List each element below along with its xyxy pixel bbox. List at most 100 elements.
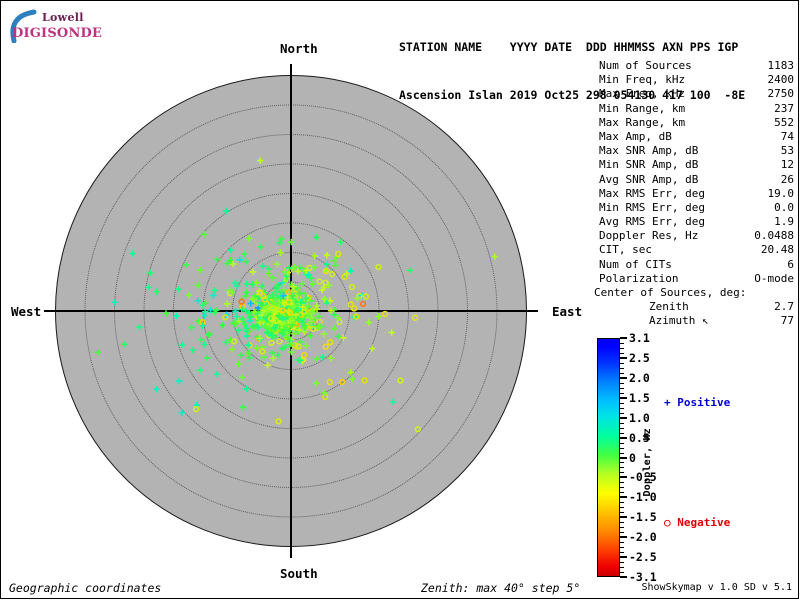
- source-point-positive: [236, 256, 243, 263]
- source-point-positive: [323, 299, 331, 307]
- source-point-positive: [162, 310, 170, 317]
- source-point-positive: [291, 303, 298, 310]
- header-values-row: Ascension Islan 2019 Oct25 298 054130 41…: [399, 88, 746, 102]
- source-point-negative: [322, 343, 329, 350]
- colorbar-minor-tick: [620, 492, 624, 494]
- source-point-negative: [238, 298, 245, 305]
- source-point-negative: [276, 338, 283, 345]
- colorbar-minor-tick: [620, 532, 624, 534]
- source-point-positive: [219, 322, 226, 329]
- source-point-positive: [288, 340, 295, 347]
- stat-label: Center of Sources, deg:: [594, 286, 747, 299]
- footer-zenith-scale: Zenith: max 40° step 5°: [421, 581, 581, 595]
- source-point-positive: [250, 308, 258, 316]
- header-labels-row: STATION NAME YYYY DATE DDD HHMMSS AXN PP…: [399, 40, 739, 54]
- source-point-positive: [290, 330, 297, 337]
- stat-value: 0.0488: [754, 229, 794, 243]
- source-point-positive: [235, 360, 242, 368]
- source-point-positive: [260, 263, 267, 270]
- stat-label: Num of CITs: [599, 257, 672, 271]
- source-point-negative: [256, 289, 264, 296]
- source-point-positive: [280, 292, 287, 300]
- source-point-positive: [406, 267, 413, 274]
- colorbar-minor-tick: [620, 562, 624, 564]
- lowell-digisonde-logo: Lowell DIGISONDE: [6, 6, 102, 46]
- source-point-positive: [302, 342, 310, 350]
- source-point-positive: [271, 307, 278, 314]
- source-point-negative: [361, 377, 368, 384]
- colorbar-tick-label: 1.5: [629, 390, 650, 405]
- stat-row: Doppler Res, Hz 0.0488: [586, 229, 796, 243]
- stat-label: Polarization: [599, 271, 679, 285]
- stat-label: Max Freq, kHz: [599, 87, 686, 101]
- colorbar-minor-tick: [620, 547, 624, 549]
- source-point-positive: [243, 385, 250, 393]
- source-point-negative: [285, 289, 292, 296]
- colorbar-tick: [620, 436, 627, 439]
- stat-value: 6: [787, 257, 794, 271]
- stat-label: Min RMS Err, deg: [599, 200, 705, 214]
- source-point-positive: [185, 292, 193, 299]
- doppler-colorbar: [597, 338, 620, 577]
- colorbar-tick-label: -0.5: [629, 470, 657, 485]
- source-point-negative: [293, 285, 300, 293]
- source-point-negative: [275, 418, 282, 425]
- source-point-positive: [288, 348, 295, 356]
- source-point-positive: [347, 267, 354, 275]
- source-point-positive: [145, 284, 153, 291]
- colorbar-tick: [620, 476, 627, 479]
- stat-label: Avg SNR Amp, dB: [599, 172, 699, 186]
- stat-value: 53: [780, 144, 794, 158]
- source-point-positive: [296, 290, 303, 297]
- source-point-positive: [316, 313, 323, 320]
- skymap-polar-plot[interactable]: [36, 56, 546, 566]
- source-point-positive: [276, 325, 284, 333]
- source-point-positive: [304, 310, 311, 317]
- source-point-positive: [288, 238, 295, 246]
- source-point-positive: [264, 361, 271, 369]
- colorbar-minor-tick: [620, 522, 624, 524]
- source-point-negative: [285, 299, 292, 306]
- source-point-positive: [291, 263, 298, 271]
- source-point-positive: [232, 308, 239, 315]
- colorbar-minor-tick: [620, 352, 624, 354]
- source-point-negative: [326, 339, 334, 346]
- source-point-negative: [322, 279, 329, 286]
- source-point-positive: [268, 333, 276, 340]
- source-point-positive: [264, 329, 271, 337]
- source-point-positive: [312, 355, 320, 363]
- colorbar-tick: [620, 337, 627, 339]
- colorbar-minor-tick: [620, 527, 624, 529]
- source-point-positive: [388, 329, 395, 336]
- source-point-positive: [270, 327, 277, 335]
- source-point-negative: [222, 314, 229, 321]
- source-point-positive: [153, 386, 161, 393]
- source-point-positive: [268, 349, 276, 356]
- stat-row: Num of Sources 1183: [586, 59, 796, 73]
- center-of-sources-header: Center of Sources, deg:: [586, 286, 796, 300]
- source-point-positive: [232, 320, 239, 327]
- source-point-positive: [289, 283, 297, 290]
- source-point-positive: [129, 250, 136, 257]
- source-point-positive: [260, 354, 267, 361]
- colorbar-minor-tick: [620, 372, 624, 374]
- source-point-negative: [316, 278, 323, 285]
- colorbar-minor-tick: [620, 567, 624, 569]
- source-scatter-layer: [94, 157, 499, 433]
- colorbar-tick-label: -3.1: [629, 570, 657, 584]
- colorbar-tick: [620, 396, 627, 399]
- source-point-negative: [336, 318, 343, 325]
- stat-value: 1183: [767, 59, 795, 72]
- source-point-positive: [197, 266, 204, 274]
- colorbar-tick: [620, 376, 627, 379]
- colorbar-minor-tick: [620, 362, 624, 364]
- source-point-negative: [335, 250, 342, 258]
- plot-label-north: North: [280, 41, 318, 56]
- source-point-negative: [259, 348, 266, 355]
- source-point-positive: [136, 323, 143, 331]
- source-point-positive: [94, 349, 102, 356]
- stat-value: 12: [780, 158, 794, 172]
- plot-label-south: South: [280, 566, 318, 581]
- colorbar-minor-tick: [620, 387, 624, 389]
- source-point-positive: [280, 300, 288, 307]
